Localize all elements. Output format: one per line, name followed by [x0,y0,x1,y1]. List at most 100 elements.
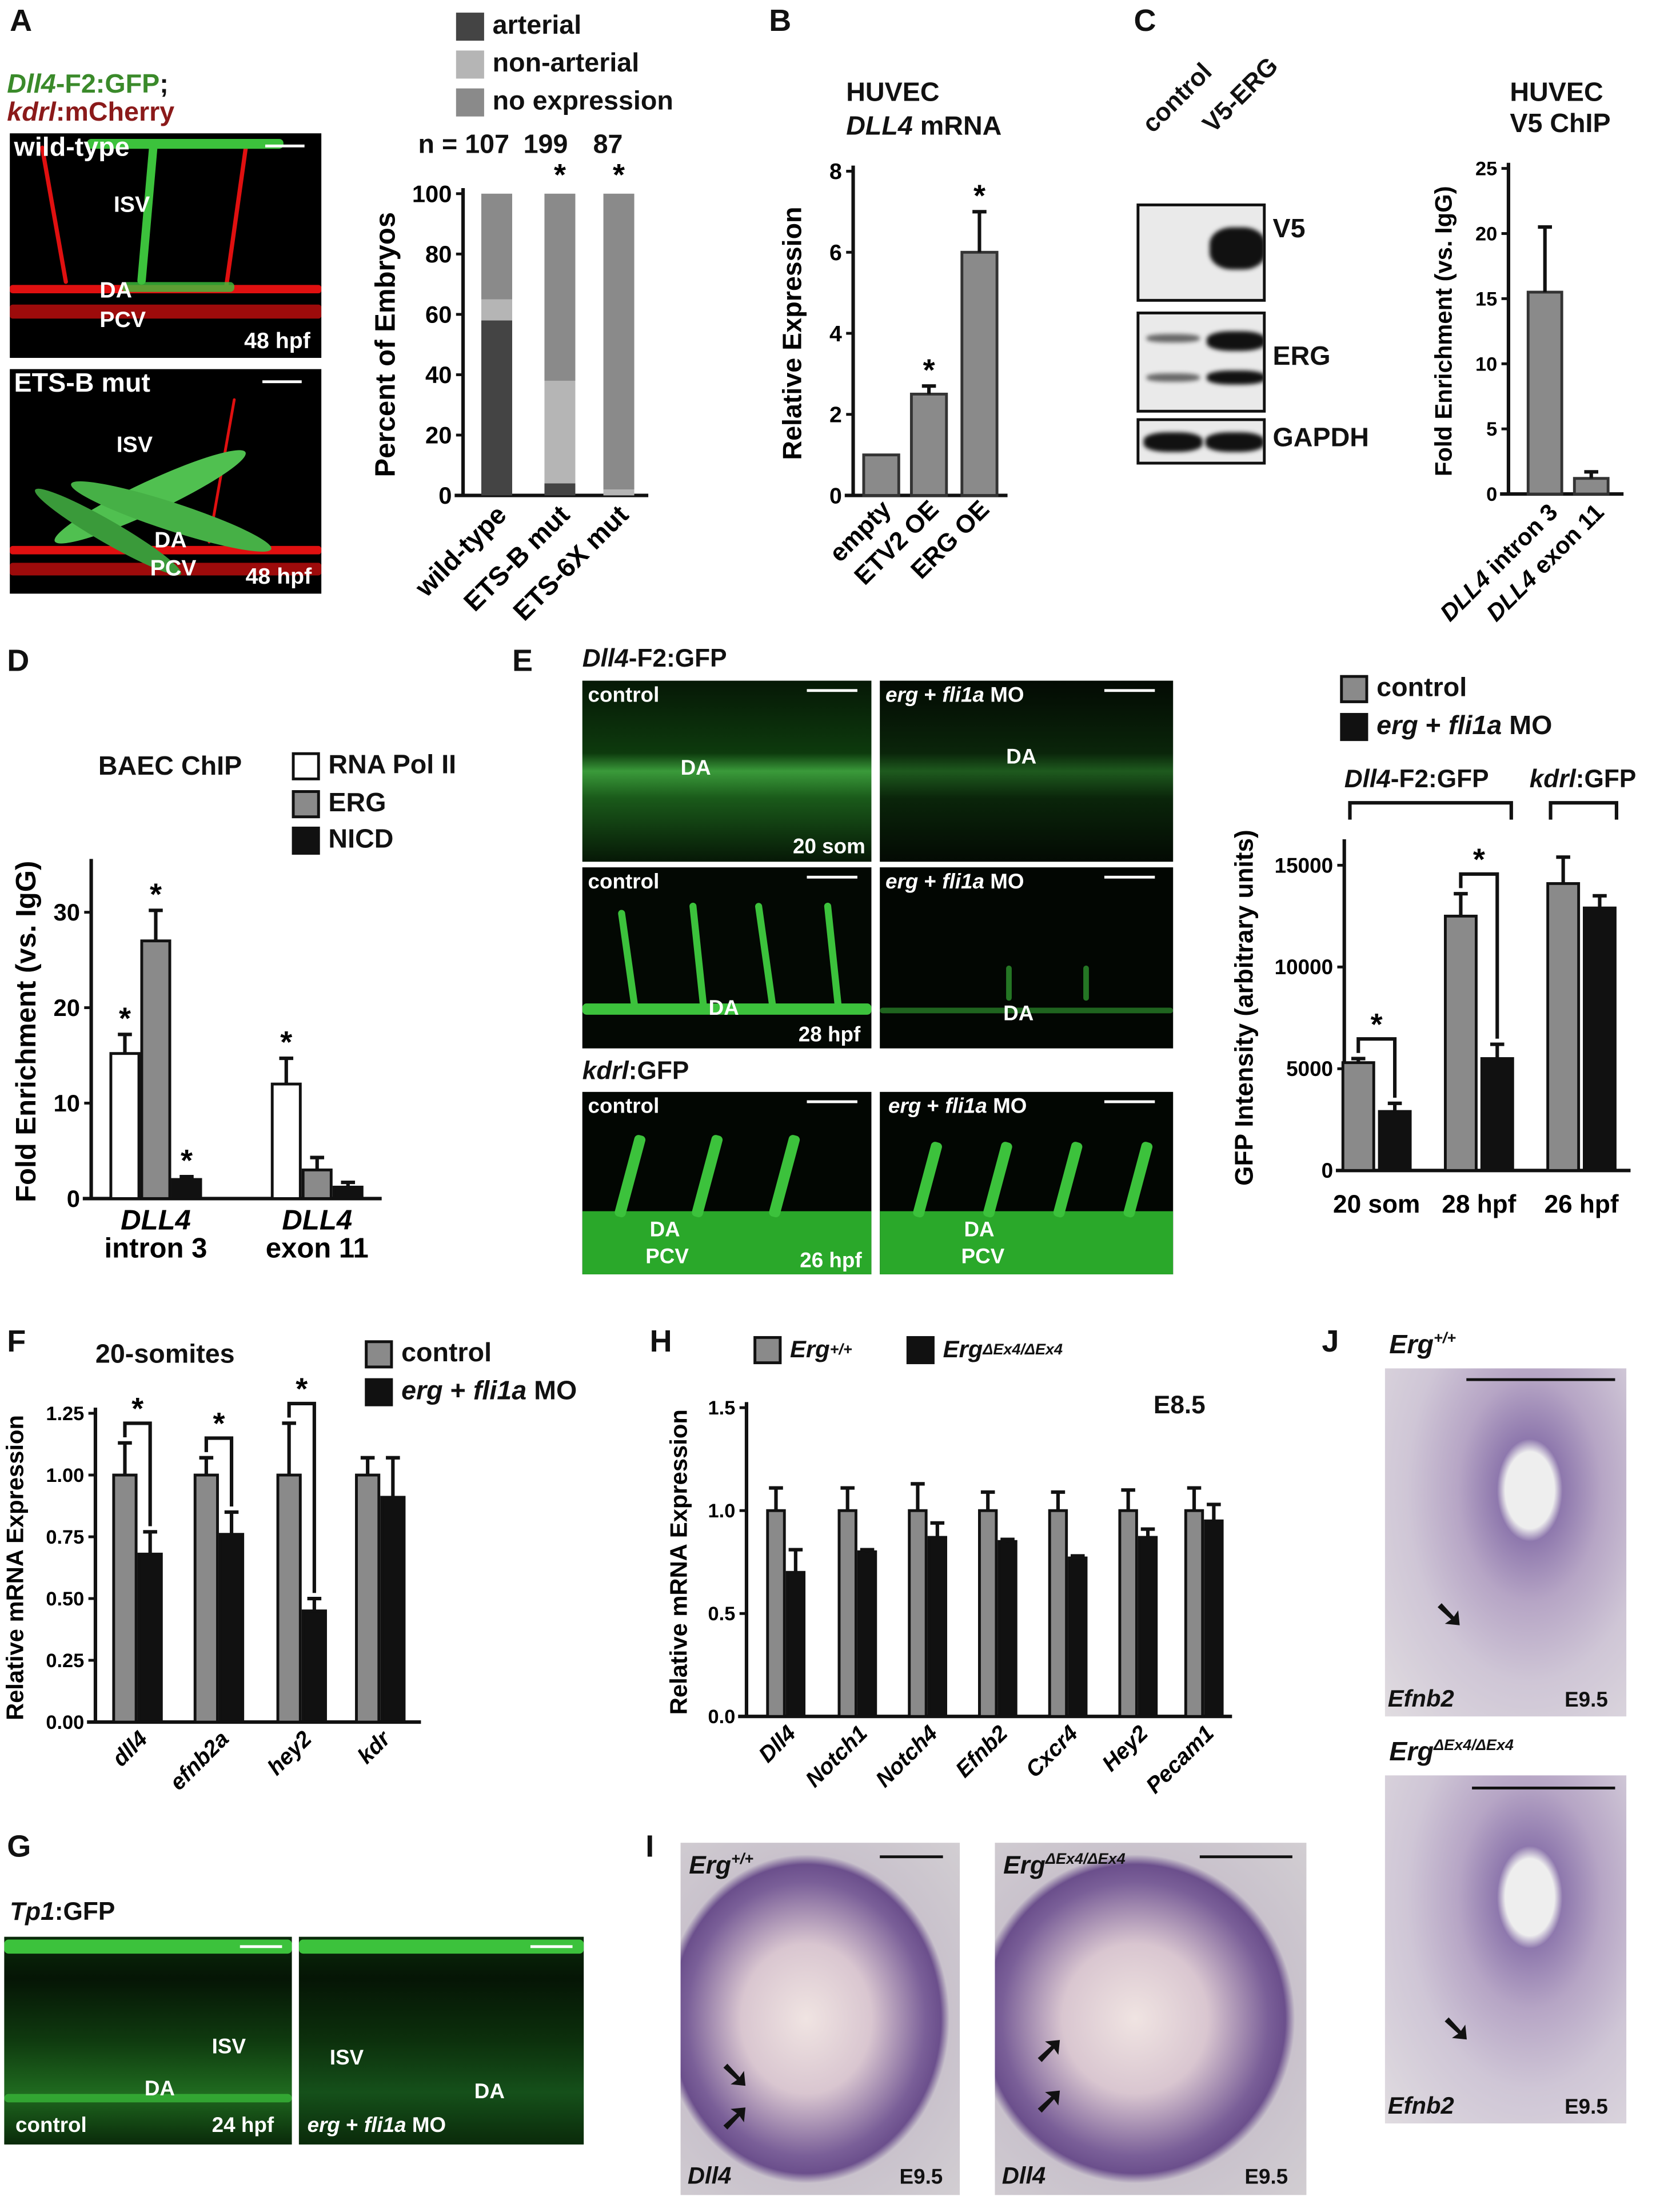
y-tick-label: 0.25 [46,1650,84,1672]
stage-label: 48 hpf [244,329,310,354]
scale-bar [262,380,302,384]
legend-item-mutant: Erg ΔEx4/ΔEx4 [906,1336,1063,1365]
bar-f [193,1473,219,1724]
y-tick-label: 0 [67,1185,80,1212]
title-suffix: mRNA [912,112,1002,142]
x-category-label: Notch1 [801,1720,872,1792]
legend-label: non-arterial [492,49,640,79]
legend-swatch [1340,713,1368,742]
group-bracket [1348,801,1513,820]
error-bar [1140,1527,1155,1537]
bar-a [481,320,513,496]
y-tick-label: 0.50 [46,1588,84,1610]
y-tick-label: 100 [412,180,452,207]
y-axis-title: Fold Enrichment (vs. IgG) [1430,186,1457,477]
y-tick-label: 1.0 [708,1500,736,1522]
bar-a [603,193,635,489]
group-label-kdrl: kdrl:GFP [1529,764,1637,793]
error-bar [1387,1101,1402,1112]
error-bar [1584,470,1599,479]
y-tick-label: 8 [829,159,842,184]
whole-mount-ish-wild-type: Erg+/+ ➘ ➚ Dll4 E9.5 [680,1843,960,2195]
y-tick-label: 30 [54,899,80,926]
bar-h [1204,1519,1224,1718]
y-tick-label: 20 [1475,224,1497,245]
error-bar [1000,1537,1015,1542]
transgene-caption-1: Dll4-F2:GFP; [7,70,168,101]
condition-label: erg + fli1a MO [307,2113,446,2138]
error-bar [199,1456,214,1475]
da-label: DA [964,1218,995,1242]
error-bar [921,384,936,394]
chart-f: 0.00 0.25 0.50 0.75 1.00 1.25 Relative mRNA Ex… [1,1372,421,1795]
legend-label: ERG [328,788,386,819]
bar-h [1184,1509,1204,1718]
significance-marker: * [296,1372,308,1406]
x-category-label: Pecam1 [1141,1720,1219,1798]
significance-marker: * [181,1143,193,1178]
significance-marker: * [131,1392,143,1426]
x-category-label: Hey2 [1097,1720,1153,1776]
scale-bar [265,144,305,148]
x-category-label: dll4 [107,1726,153,1771]
legend-item-control: control [365,1339,492,1370]
error-bar [279,1056,294,1085]
error-bar [179,1174,194,1180]
bar-e [1341,1061,1375,1172]
legend-swatch [292,790,320,819]
separator: ; [159,70,169,100]
bar-d [332,1185,364,1200]
scale-bar [807,689,857,692]
legend-label: control [1376,673,1467,703]
stage-label: E9.5 [1565,1688,1608,1712]
bar-f [301,1609,327,1724]
chart-title-line1: HUVEC [846,78,940,109]
legend-item-mo: erg + fli1a MO [365,1377,577,1408]
isv-label: ISV [329,2046,364,2070]
chip-title-line1: HUVEC [1510,78,1603,109]
y-tick-label: 0.75 [46,1527,84,1548]
y-tick-label: 60 [425,301,452,328]
bar-a [603,489,635,496]
gene-label: Efnb2 [1387,1685,1454,1712]
significance-marker: * [923,353,935,387]
y-tick-label: 2 [829,402,842,428]
error-bar [360,1456,375,1475]
significance-marker: * [150,877,162,911]
x-category-label-gene: DLL4 [1435,565,1496,626]
row-title-kdrl: kdrl:GFP [582,1057,689,1086]
da-label: DA [649,1218,680,1242]
legend-swatch [456,50,484,79]
y-tick-label: 0.0 [708,1706,736,1728]
legend-swatch [365,1340,393,1369]
transgene-caption-2: kdrl:mCherry [7,98,174,129]
legend-item-arterial: arterial [456,11,581,42]
legend-item-no-expression: no expression [456,87,673,118]
micrograph-ets-b-mut: ETS-B mut ISV DA PCV 48 hpf [10,369,322,594]
isv-label: ISV [113,193,150,218]
y-tick-label: 4 [829,321,842,346]
significance-marker: * [1371,1007,1383,1042]
x-category-label: 26 hpf [1545,1190,1619,1218]
legend-item-mo: erg + fli1a MO [1340,712,1552,743]
genotype-label: ETS-B mut [14,369,150,399]
da-label: DA [708,996,739,1021]
bar-e [1480,1057,1514,1172]
bar-h [927,1536,947,1718]
legend-swatch [906,1336,935,1365]
legend-item-rna-pol-ii: RNA Pol II [292,751,456,782]
error-bar [149,908,163,941]
error-bar [224,1510,239,1535]
x-category-label-line2: intron 3 [105,1233,207,1264]
bar-a [544,193,576,381]
significance-marker: * [280,1025,292,1059]
pcv-label: PCV [645,1245,689,1269]
bar-d [301,1168,333,1200]
group-label-dll4: Dll4-F2:GFP [1344,764,1489,793]
scale-bar [1104,875,1155,879]
western-blot-v5 [1136,203,1266,302]
chart-title: 20-somites [95,1340,235,1370]
x-category-label: Dll4 [754,1720,801,1767]
micrograph-e-mo-kdrl: erg + fli1a MO DA PCV [880,1091,1174,1274]
x-category-label: Efnb2 [951,1720,1012,1782]
